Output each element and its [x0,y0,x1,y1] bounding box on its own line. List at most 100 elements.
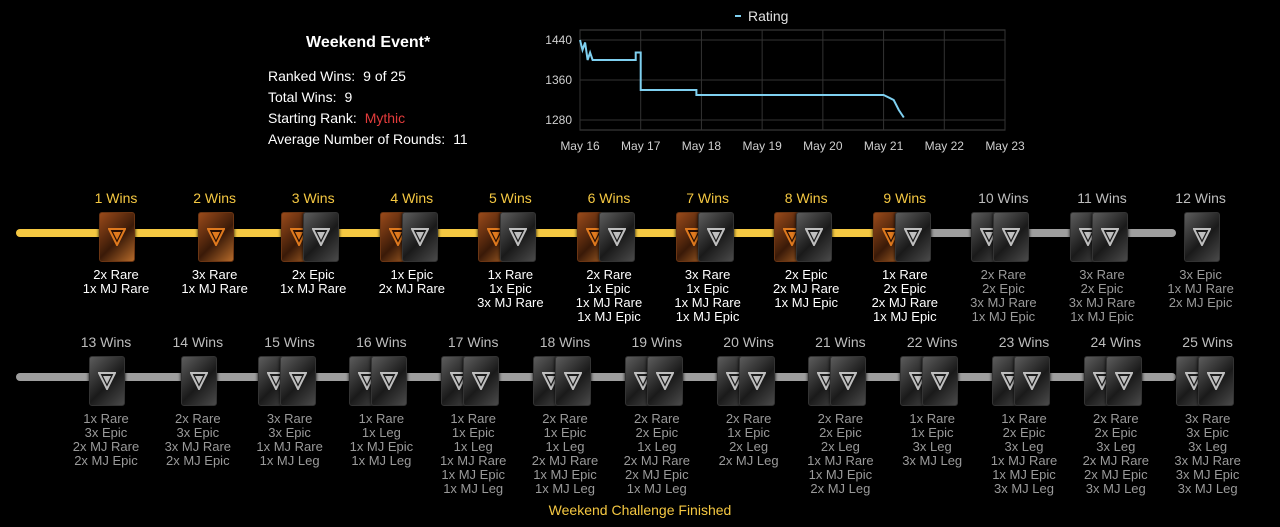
reward-line: 2x Epic [1080,281,1124,296]
reward-packs [984,356,1064,408]
reward-line: 1x Rare [487,267,534,282]
dark-pack-icon [89,356,125,406]
progress-track-2 [16,373,1176,381]
reward-line: 1x Epic [910,425,954,440]
milestone-rewards: 2x Rare 2x Epic 3x MJ Rare 1x MJ Epic [943,268,1063,324]
reward-line: 1x Leg [453,439,493,454]
reward-line: 2x Epic [1002,425,1046,440]
reward-line: 3x Leg [1188,439,1228,454]
milestone-label: 8 Wins [784,190,828,206]
milestone-rewards: 1x Rare 1x Epic 1x Leg 1x MJ Rare 1x MJ Epic… [413,412,533,496]
reward-line: 3x MJ Leg [902,453,963,468]
pack-emblem-icon [563,370,583,392]
reward-line: 2x MJ Rare [531,453,599,468]
milestone-label: 10 Wins [978,190,1029,206]
reward-line: 2x MJ Epic [625,467,689,482]
reward-line: 3x Epic [1186,425,1229,440]
reward-packs [668,212,748,264]
avg-rounds-label: Average Number of Rounds: [268,131,446,147]
dark-pack-icon [401,212,438,262]
milestone-rewards: 1x Epic 2x MJ Rare [352,268,472,296]
reward-line: 1x MJ Epic [577,309,641,324]
milestone-label: 4 Wins [390,190,434,206]
legend-label: Rating [748,8,788,24]
reward-line: 3x MJ Leg [1177,481,1238,496]
reward-line: 2x Rare [634,411,680,426]
milestone-rewards: 2x Rare 2x Epic 3x Leg 2x MJ Rare 2x MJ Epic… [1056,412,1176,496]
reward-line: 1x Rare [83,411,129,426]
y-tick-label: 1440 [545,33,572,47]
pack-emblem-icon [1001,226,1022,248]
total-wins-label: Total Wins: [268,89,337,105]
dark-pack-icon [303,212,340,262]
avg-rounds-value: 11 [453,131,468,147]
dark-pack-icon [830,356,867,406]
reward-line: 1x MJ Leg [351,453,412,468]
pack-emblem-icon [804,226,824,248]
milestone-rewards: 2x Epic 2x MJ Rare 1x MJ Epic [746,268,866,310]
reward-line: 3x MJ Leg [994,481,1054,496]
reward-line: 1x MJ Rare [439,453,507,468]
reward-line: 1x Rare [450,411,496,426]
reward-line: 2x MJ Rare [72,439,140,454]
reward-line: 3x MJ Rare [1068,295,1136,310]
pack-emblem-icon [1022,370,1042,392]
pack-emblem-icon [205,226,226,248]
milestone-label: 18 Wins [539,334,591,350]
reward-line: 2x MJ Leg [718,453,779,468]
total-wins-value: 9 [344,89,353,105]
pack-emblem-icon [655,370,675,392]
milestone-rewards: 1x Rare 1x Leg 1x MJ Epic 1x MJ Leg [321,412,441,468]
y-tick-label: 1280 [545,113,572,127]
reward-packs [470,212,550,264]
pack-emblem-icon [410,226,430,248]
dark-pack-icon [555,356,591,406]
reward-line: 1x MJ Leg [626,481,687,496]
reward-line: 3x Leg [912,439,952,454]
milestone-rewards: 3x Rare 1x Epic 1x MJ Rare 1x MJ Epic [648,268,768,324]
event-title: Weekend Event* [306,34,431,51]
milestone-rewards: 3x Rare 2x Epic 3x MJ Rare 1x MJ Epic [1042,268,1162,324]
reward-line: 1x MJ Leg [259,453,320,468]
milestone-rewards: 2x Rare 1x MJ Rare [56,268,176,296]
milestone-label: 22 Wins [906,334,958,350]
milestone-rewards: 3x Rare 1x MJ Rare [155,268,275,296]
x-tick-label: May 22 [925,139,965,153]
dark-pack-icon [697,212,734,262]
reward-line: 3x Rare [191,267,238,282]
reward-line: 1x MJ Epic [873,309,937,324]
x-tick-label: May 23 [985,139,1025,153]
milestone-label: 3 Wins [291,190,335,206]
reward-line: 3x MJ Rare [1174,453,1241,468]
milestone-rewards: 2x Rare 1x Epic 1x Leg 2x MJ Rare 1x MJ Epic… [505,412,625,496]
x-tick-label: May 17 [621,139,661,153]
pack-emblem-icon [471,370,491,392]
milestone-rewards: 1x Rare 2x Epic 2x MJ Rare 1x MJ Epic [845,268,965,324]
reward-line: 3x Epic [84,425,128,440]
reward-line: 2x Rare [542,411,588,426]
challenge-status: Weekend Challenge Finished [548,502,732,518]
reward-packs [892,356,972,408]
total-wins-stat: Total Wins: 9 [268,89,352,105]
reward-line: 1x MJ Leg [443,481,504,496]
reward-packs [525,356,605,408]
ranked-wins-value: 9 of 25 [363,68,406,84]
milestone-rewards: 3x Rare 3x Epic 1x MJ Rare 1x MJ Leg [230,412,350,468]
dark-pack-icon [796,212,833,262]
x-tick-label: May 21 [864,139,904,153]
pack-emblem-icon [97,370,117,392]
milestone-label: 19 Wins [631,334,683,350]
reward-line: 2x MJ Rare [623,453,691,468]
dark-pack-icon [922,356,959,406]
rating-series-line [579,39,905,119]
reward-line: 1x Epic [543,425,587,440]
reward-line: 1x Leg [637,439,677,454]
reward-line: 1x MJ Rare [674,295,741,310]
milestone-label: 1 Wins [94,190,138,206]
milestone-label: 7 Wins [686,190,729,206]
reward-packs [617,356,697,408]
reward-line: 1x MJ Rare [256,439,323,454]
reward-line: 3x Epic [176,425,220,440]
rating-chart: May 16 May 17 May 18 May 19 May 20 May 21 May … [545,8,1025,153]
milestone-label: 12 Wins [1175,190,1226,206]
